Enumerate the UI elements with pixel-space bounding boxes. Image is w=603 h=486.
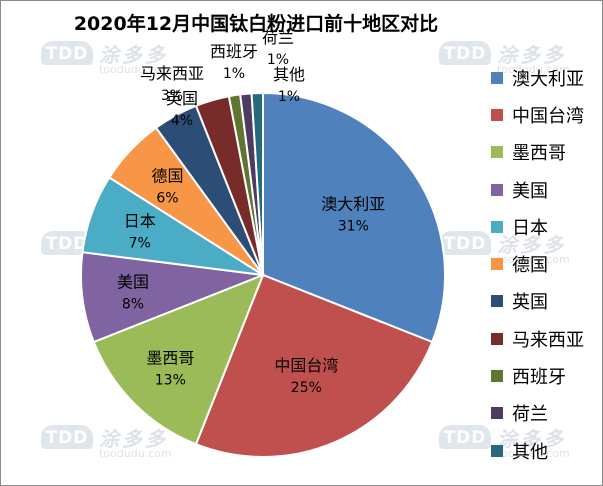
watermark-logo: TDD <box>439 41 491 65</box>
slice-value-label: 25% <box>291 380 322 396</box>
legend-swatch <box>491 407 503 420</box>
legend-swatch <box>491 332 503 345</box>
legend-item: 德国 <box>491 245 601 282</box>
pie-slice <box>194 273 434 458</box>
pie-slice <box>250 91 264 276</box>
legend-label: 澳大利亚 <box>512 68 584 90</box>
watermark: TDD 涂多多 toodudu.com <box>439 421 589 465</box>
watermark-url: toodudu.com <box>99 63 172 76</box>
legend-label: 英国 <box>512 292 548 314</box>
watermark: TDD 涂多多 toodudu.com <box>439 37 589 81</box>
legend-swatch <box>491 220 503 233</box>
legend-item: 美国 <box>491 171 601 208</box>
legend-item: 荷兰 <box>491 395 601 432</box>
slice-value-label: 7% <box>129 236 151 252</box>
chart-title: 2020年12月中国钛白粉进口前十地区对比 <box>73 13 439 35</box>
legend-swatch <box>491 370 503 383</box>
watermark: TDD 涂多多 toodudu.com <box>439 227 589 271</box>
legend-label: 其他 <box>512 441 548 463</box>
legend-swatch <box>491 108 503 121</box>
slice-category-label: 其他 <box>273 65 305 84</box>
slice-category-label: 荷兰 <box>262 28 294 47</box>
slice-category-label: 墨西哥 <box>146 349 194 368</box>
legend-swatch <box>491 71 503 84</box>
slice-value-label: 1% <box>278 89 300 105</box>
legend-label: 中国台湾 <box>512 105 584 127</box>
watermark-brand: 涂多多 <box>99 427 168 451</box>
legend-label: 德国 <box>512 255 548 277</box>
legend-label: 日本 <box>512 217 548 239</box>
watermark-brand: 涂多多 <box>497 233 566 257</box>
pie-slice <box>92 273 265 446</box>
legend-label: 马来西亚 <box>512 329 584 351</box>
slice-category-label: 英国 <box>166 89 198 108</box>
legend: 澳大利亚中国台湾墨西哥美国日本德国英国马来西亚西班牙荷兰其他 <box>491 59 601 469</box>
slice-value-label: 13% <box>155 373 186 389</box>
watermark-logo: TDD <box>41 41 93 65</box>
watermark-url: toodudu.com <box>99 447 172 460</box>
slice-category-label: 西班牙 <box>210 42 258 61</box>
watermark-url: toodudu.com <box>497 447 570 460</box>
legend-swatch <box>491 183 503 196</box>
legend-item: 日本 <box>491 208 601 245</box>
legend-item: 墨西哥 <box>491 134 601 171</box>
slice-value-label: 31% <box>338 219 369 235</box>
legend-label: 美国 <box>512 180 548 202</box>
legend-item: 其他 <box>491 432 601 469</box>
watermark-brand: 涂多多 <box>497 427 566 451</box>
slice-value-label: 6% <box>156 190 178 206</box>
slice-category-label: 中国台湾 <box>274 356 338 375</box>
legend-swatch <box>491 444 503 457</box>
legend-item: 西班牙 <box>491 357 601 394</box>
legend-item: 中国台湾 <box>491 96 601 133</box>
legend-label: 西班牙 <box>512 367 566 389</box>
legend-label: 荷兰 <box>512 404 548 426</box>
pie-slice <box>80 251 264 344</box>
watermark-url: toodudu.com <box>497 63 570 76</box>
watermark-brand: 涂多多 <box>99 43 168 67</box>
watermark-brand: 涂多多 <box>497 43 566 67</box>
slice-value-label: 3% <box>161 88 183 104</box>
slice-category-label: 德国 <box>151 166 183 185</box>
legend-item: 澳大利亚 <box>491 59 601 96</box>
legend-label: 墨西哥 <box>512 143 566 165</box>
pie-slice <box>262 91 446 344</box>
slice-category-label: 美国 <box>117 272 149 291</box>
watermark: TDD 涂多多 toodudu.com <box>41 37 191 81</box>
legend-item: 马来西亚 <box>491 320 601 357</box>
watermark-logo: TDD <box>439 425 491 449</box>
slice-value-label: 1% <box>223 66 245 82</box>
slice-category-label: 马来西亚 <box>140 64 204 83</box>
slice-category-label: 日本 <box>124 212 156 231</box>
slice-value-label: 1% <box>267 52 289 68</box>
legend-item: 英国 <box>491 283 601 320</box>
legend-swatch <box>491 295 503 308</box>
legend-swatch <box>491 146 503 159</box>
watermark: TDD 涂多多 toodudu.com <box>41 421 191 465</box>
slice-category-label: 澳大利亚 <box>321 195 385 214</box>
slice-value-label: 4% <box>171 113 193 129</box>
watermark-logo: TDD <box>439 231 491 255</box>
legend-swatch <box>491 258 503 271</box>
watermark-url: toodudu.com <box>497 253 570 266</box>
slice-value-label: 8% <box>122 296 144 312</box>
watermark-logo: TDD <box>41 425 93 449</box>
